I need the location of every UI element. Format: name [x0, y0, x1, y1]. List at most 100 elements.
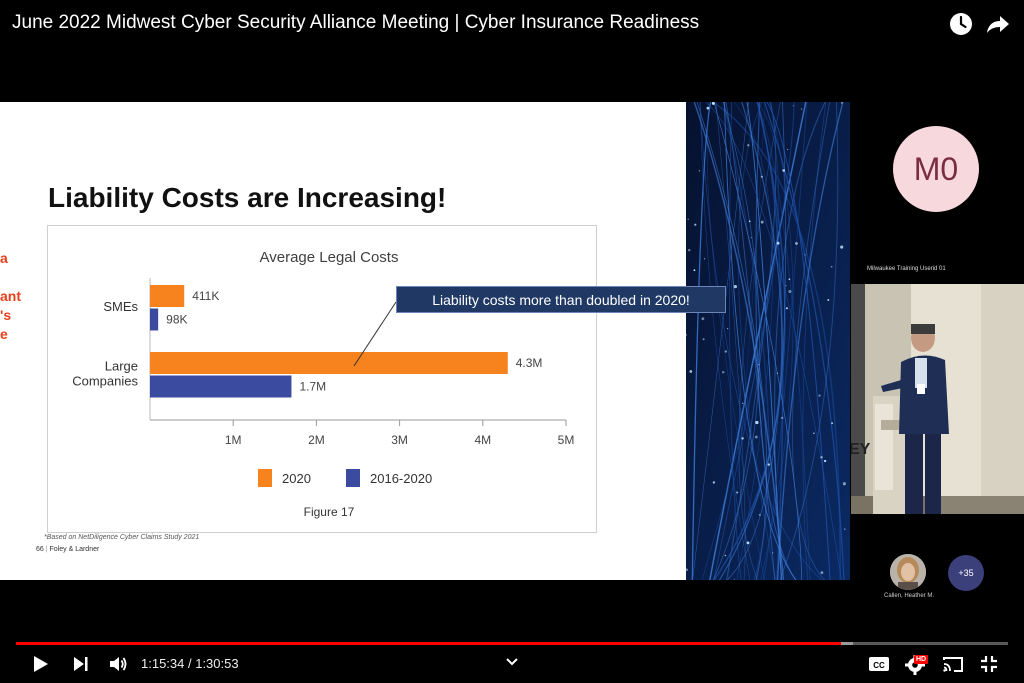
bar — [150, 308, 159, 331]
slide-title: Liability Costs are Increasing! — [48, 182, 447, 213]
fiber-light-dot — [736, 491, 739, 494]
video-title[interactable]: June 2022 Midwest Cyber Security Allianc… — [12, 12, 700, 33]
fiber-light-dot — [712, 481, 716, 484]
fiber-light-dot — [741, 437, 744, 440]
fiber-light-dot — [788, 278, 791, 281]
time-display: 1:15:34 / 1:30:53 — [141, 656, 239, 671]
fiber-light-dot — [741, 402, 744, 405]
fiber-strand — [729, 102, 742, 580]
fiber-light-dot — [698, 170, 701, 172]
chevron-down-icon[interactable] — [505, 657, 519, 667]
next-track-icon[interactable] — [72, 655, 90, 673]
clock-icon[interactable] — [948, 11, 974, 37]
fiber-light-dot — [813, 432, 815, 435]
cc-icon[interactable]: CC — [868, 655, 890, 673]
fiber-light-dot — [733, 285, 737, 289]
progress-bar[interactable] — [16, 642, 1008, 645]
fiber-light-dot — [767, 463, 770, 466]
x-tick-label: 5M — [558, 433, 575, 447]
fiber-light-dot — [711, 102, 715, 105]
fiber-light-dot — [786, 148, 789, 151]
cut-off-slide-text: 's — [0, 307, 12, 323]
fiber-light-dot — [748, 220, 751, 223]
fiber-light-dot — [785, 307, 788, 310]
fiber-light-dot — [750, 237, 752, 239]
fiber-light-dot — [804, 254, 806, 256]
fiber-strand — [705, 102, 842, 580]
bar — [150, 375, 292, 398]
fiber-optic-background — [686, 102, 850, 580]
fiber-light-dot — [818, 394, 821, 397]
fiber-light-dot — [703, 258, 706, 260]
camera-participant-name: Milwaukee Training Userid 01 — [867, 266, 946, 272]
share-arrow-icon[interactable] — [985, 11, 1011, 37]
fiber-light-dot — [689, 370, 693, 373]
volume-icon[interactable] — [108, 654, 128, 674]
fiber-light-dot — [724, 554, 727, 557]
fiber-light-dot — [687, 218, 689, 220]
fiber-light-dot — [820, 456, 823, 459]
x-tick-label: 4M — [474, 433, 491, 447]
legend-swatch — [258, 469, 272, 487]
footer-brand: Foley & Lardner — [49, 546, 100, 553]
cut-off-slide-text: a — [0, 250, 8, 266]
chart-frame: Average Legal Costs 1M 2M 3M 4M 5M SMEs 411K 98… — [47, 225, 597, 533]
fiber-strand — [762, 102, 808, 580]
fiber-light-dot — [788, 289, 792, 294]
fiber-strand — [699, 102, 823, 580]
fiber-light-dot — [758, 513, 761, 516]
participant-avatar[interactable] — [890, 554, 926, 590]
fiber-strand — [756, 102, 811, 580]
fiber-strand — [726, 102, 777, 580]
fiber-light-dot — [733, 578, 735, 580]
fiber-light-dot — [771, 552, 774, 554]
svg-text:CC: CC — [873, 661, 885, 670]
fiber-light-dot — [702, 338, 705, 341]
data-label: 4.3M — [516, 356, 543, 370]
speaker-avatar[interactable]: M0 — [893, 126, 979, 212]
fiber-light-dot — [701, 317, 705, 321]
cast-icon[interactable] — [942, 655, 964, 673]
fiber-light-dot — [747, 144, 750, 147]
legend-label: 2016-2020 — [370, 471, 432, 486]
fiber-strand — [715, 102, 746, 580]
fiber-light-dot — [827, 299, 830, 301]
fiber-light-dot — [755, 420, 759, 425]
fiber-light-dot — [840, 245, 844, 249]
fiber-light-dot — [840, 102, 843, 104]
category-label: Companies — [72, 374, 138, 389]
fiber-light-dot — [795, 241, 798, 245]
fiber-strand — [701, 102, 779, 580]
hd-badge: HD — [914, 655, 929, 664]
fiber-strand — [766, 102, 831, 580]
x-tick-label: 1M — [225, 433, 242, 447]
category-label: SMEs — [103, 299, 138, 314]
progress-fill — [16, 642, 841, 645]
cut-off-slide-text: e — [0, 326, 8, 342]
fiber-light-dot — [687, 248, 691, 252]
fiber-strand — [710, 102, 841, 580]
speaker-camera-feed[interactable]: EY — [851, 284, 1024, 514]
bar — [150, 352, 508, 374]
fiber-light-dot — [686, 568, 688, 571]
exit-fullscreen-icon[interactable] — [980, 655, 998, 673]
more-participants-badge[interactable]: +35 — [948, 555, 984, 591]
data-label: 98K — [166, 313, 187, 327]
fiber-strand — [779, 102, 839, 580]
fiber-light-dot — [830, 265, 833, 268]
fiber-strand — [724, 102, 797, 580]
fiber-light-dot — [792, 105, 794, 107]
fiber-light-dot — [820, 571, 824, 575]
fiber-light-dot — [686, 333, 688, 336]
fiber-strand — [777, 102, 844, 580]
figure-caption: Figure 17 — [304, 505, 355, 519]
fiber-strand — [713, 102, 803, 580]
fiber-strand — [709, 102, 807, 580]
play-icon[interactable] — [30, 654, 50, 674]
fiber-light-dot — [721, 371, 725, 374]
callout-pointer — [353, 301, 397, 367]
fiber-light-dot — [706, 106, 710, 110]
presentation-slide: Liability Costs are Increasing! a ant 's… — [0, 102, 686, 580]
slide-footnote: *Based on NetDiligence Cyber Claims Stud… — [44, 534, 200, 541]
fiber-light-dot — [754, 435, 758, 439]
